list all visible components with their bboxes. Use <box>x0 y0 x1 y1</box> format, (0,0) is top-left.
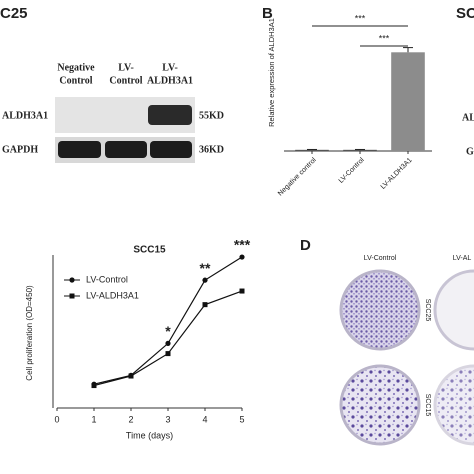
x-tick-label: LV-Control <box>338 156 366 184</box>
lane-label: Negative <box>57 62 95 73</box>
colony-plate <box>339 269 421 351</box>
panel-label: D <box>300 237 311 254</box>
x-tick-label: 5 <box>239 414 244 424</box>
row-label: SCC15 <box>424 394 431 417</box>
x-tick-label: 2 <box>128 414 133 424</box>
column-label: LV-AL <box>453 255 472 262</box>
bar <box>295 149 329 152</box>
lane-label: ALDH3A1 <box>147 75 193 86</box>
marker <box>202 302 208 308</box>
marker <box>202 277 208 283</box>
row-label: G <box>466 146 474 157</box>
row-label: ALDH3A1 <box>2 110 48 121</box>
x-axis-label: Time (days) <box>126 430 173 440</box>
y-axis-label: Relative expression of ALDH3A1 <box>267 18 276 127</box>
row-label: GAPDH <box>2 144 38 155</box>
row-label: ALD <box>462 112 474 123</box>
x-tick-label: 4 <box>202 414 207 424</box>
x-tick-label: LV-ALDH3A1 <box>380 157 414 191</box>
annotation: *** <box>234 237 251 253</box>
marker <box>69 277 75 283</box>
y-axis-label: Cell proliferation (OD=450) <box>25 285 34 381</box>
x-tick-label: 3 <box>165 414 170 424</box>
marker <box>165 340 171 346</box>
lane-label: LV- <box>162 62 178 73</box>
lane-label: Control <box>109 75 142 86</box>
annotation: ** <box>200 260 211 276</box>
significance-label: *** <box>379 33 390 43</box>
size-label: 36KD <box>199 144 224 155</box>
legend-label: LV-ALDH3A1 <box>86 290 139 300</box>
marker <box>239 288 245 294</box>
panel-label: B <box>262 5 273 22</box>
marker <box>239 254 245 260</box>
colony-plate <box>433 364 474 446</box>
x-tick-label: 0 <box>54 414 59 424</box>
lane-label: Control <box>59 75 92 86</box>
blot-band <box>150 141 192 158</box>
marker <box>69 293 75 299</box>
legend-label: LV-Control <box>86 274 128 284</box>
bar <box>343 149 377 152</box>
size-label: 55KD <box>199 110 224 121</box>
marker <box>165 351 171 357</box>
column-label: LV-Control <box>364 255 397 262</box>
marker <box>128 373 134 379</box>
colony-plate <box>339 364 421 446</box>
lane-label: LV- <box>118 62 134 73</box>
x-tick-label: Negative control <box>277 156 318 197</box>
chart-title: SCC15 <box>133 245 166 256</box>
bar <box>391 52 425 151</box>
colony-plate <box>433 269 474 351</box>
blot-band <box>58 141 101 158</box>
blot-band <box>105 141 147 158</box>
blot-band <box>148 105 192 125</box>
row-label: SCC25 <box>424 299 431 322</box>
significance-label: *** <box>355 13 366 23</box>
panel-label: SC <box>456 5 474 22</box>
panel-label: C25 <box>0 5 28 22</box>
x-tick-label: 1 <box>91 414 96 424</box>
marker <box>91 383 97 389</box>
annotation: * <box>165 323 171 339</box>
